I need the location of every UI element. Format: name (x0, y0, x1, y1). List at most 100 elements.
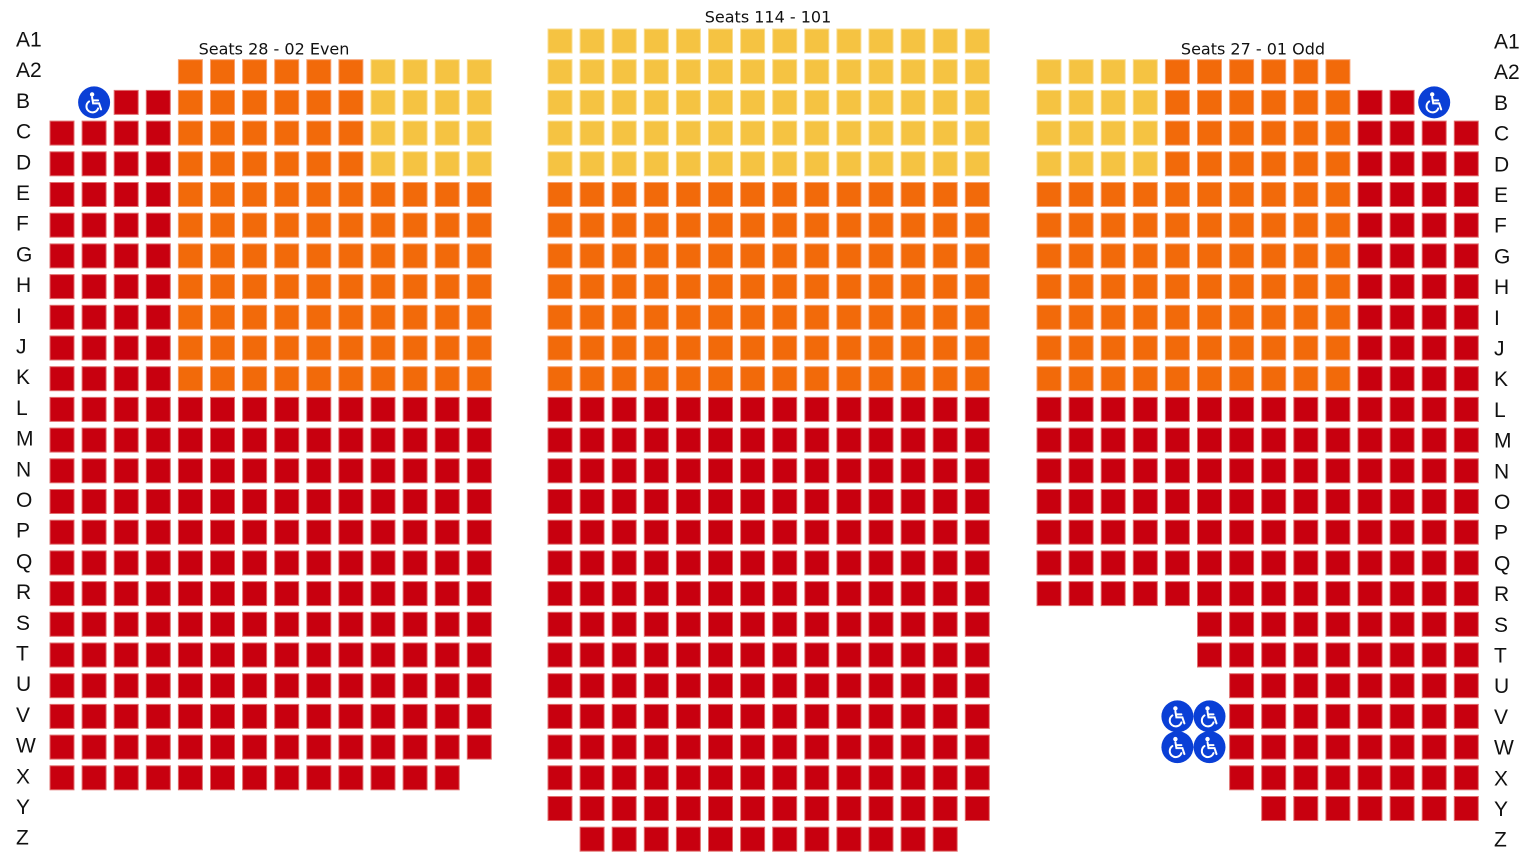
seat[interactable] (1453, 243, 1479, 269)
seat[interactable] (932, 703, 958, 729)
seat[interactable] (466, 151, 492, 177)
seat[interactable] (804, 519, 830, 545)
seat[interactable] (177, 89, 203, 115)
seat[interactable] (1421, 366, 1447, 392)
seat[interactable] (370, 642, 396, 668)
seat[interactable] (708, 611, 733, 637)
seat[interactable] (242, 335, 268, 361)
seat[interactable] (900, 796, 926, 821)
seat[interactable] (1197, 59, 1222, 85)
seat[interactable] (611, 396, 637, 422)
seat[interactable] (1261, 212, 1287, 238)
seat[interactable] (81, 182, 107, 207)
seat[interactable] (1132, 89, 1158, 115)
seat[interactable] (1100, 458, 1126, 484)
seat[interactable] (964, 673, 990, 699)
seat[interactable] (836, 120, 862, 146)
seat[interactable] (145, 243, 171, 269)
seat[interactable] (740, 304, 766, 330)
seat[interactable] (836, 427, 862, 453)
seat[interactable] (708, 304, 733, 330)
seat[interactable] (434, 581, 460, 607)
seat[interactable] (1357, 642, 1383, 668)
seat[interactable] (932, 458, 958, 484)
seat[interactable] (1453, 611, 1479, 637)
seat[interactable] (370, 59, 396, 85)
seat[interactable] (1389, 427, 1415, 453)
seat[interactable] (547, 673, 573, 699)
seat[interactable] (547, 120, 573, 146)
seat[interactable] (210, 396, 235, 422)
seat[interactable] (547, 304, 573, 330)
seat[interactable] (900, 550, 926, 576)
seat[interactable] (49, 366, 75, 392)
seat[interactable] (1357, 274, 1383, 300)
seat[interactable] (868, 765, 894, 791)
seat[interactable] (804, 335, 830, 361)
seat[interactable] (49, 581, 75, 607)
seat[interactable] (1164, 581, 1190, 607)
seat[interactable] (81, 703, 107, 729)
seat[interactable] (210, 212, 235, 238)
seat[interactable] (1229, 304, 1255, 330)
seat[interactable] (1261, 581, 1287, 607)
seat[interactable] (772, 796, 798, 821)
seat[interactable] (643, 212, 669, 238)
seat[interactable] (900, 28, 926, 54)
seat[interactable] (772, 89, 798, 115)
seat[interactable] (611, 427, 637, 453)
seat[interactable] (177, 519, 203, 545)
seat[interactable] (466, 304, 492, 330)
seat[interactable] (740, 243, 766, 269)
seat[interactable] (579, 489, 605, 514)
seat[interactable] (1229, 335, 1255, 361)
seat[interactable] (964, 427, 990, 453)
seat[interactable] (466, 550, 492, 576)
seat[interactable] (675, 458, 701, 484)
seat[interactable] (466, 519, 492, 545)
seat[interactable] (402, 182, 428, 207)
seat[interactable] (402, 120, 428, 146)
seat[interactable] (1293, 120, 1319, 146)
seat[interactable] (836, 89, 862, 115)
seat[interactable] (434, 765, 460, 791)
seat[interactable] (1197, 212, 1222, 238)
seat[interactable] (1100, 304, 1126, 330)
seat[interactable] (434, 489, 460, 514)
seat[interactable] (1325, 734, 1351, 760)
seat[interactable] (900, 489, 926, 514)
seat[interactable] (210, 151, 235, 177)
seat[interactable] (274, 703, 300, 729)
seat[interactable] (338, 673, 364, 699)
seat[interactable] (708, 28, 733, 54)
seat[interactable] (210, 765, 235, 791)
seat[interactable] (611, 673, 637, 699)
seat[interactable] (210, 519, 235, 545)
seat[interactable] (611, 796, 637, 821)
seat[interactable] (611, 519, 637, 545)
seat[interactable] (804, 304, 830, 330)
seat[interactable] (900, 673, 926, 699)
seat[interactable] (306, 182, 332, 207)
seat[interactable] (804, 581, 830, 607)
seat[interactable] (370, 243, 396, 269)
seat[interactable] (1100, 182, 1126, 207)
seat[interactable] (1132, 335, 1158, 361)
seat[interactable] (547, 151, 573, 177)
seat[interactable] (177, 335, 203, 361)
seat[interactable] (611, 550, 637, 576)
seat[interactable] (1229, 59, 1255, 85)
seat[interactable] (1068, 335, 1094, 361)
seat[interactable] (836, 703, 862, 729)
seat[interactable] (306, 274, 332, 300)
seat[interactable] (210, 489, 235, 514)
seat[interactable] (900, 120, 926, 146)
seat[interactable] (611, 182, 637, 207)
seat[interactable] (836, 151, 862, 177)
seat[interactable] (643, 28, 669, 54)
seat[interactable] (370, 765, 396, 791)
seat[interactable] (402, 734, 428, 760)
seat[interactable] (643, 396, 669, 422)
seat[interactable] (740, 59, 766, 85)
seat[interactable] (547, 89, 573, 115)
